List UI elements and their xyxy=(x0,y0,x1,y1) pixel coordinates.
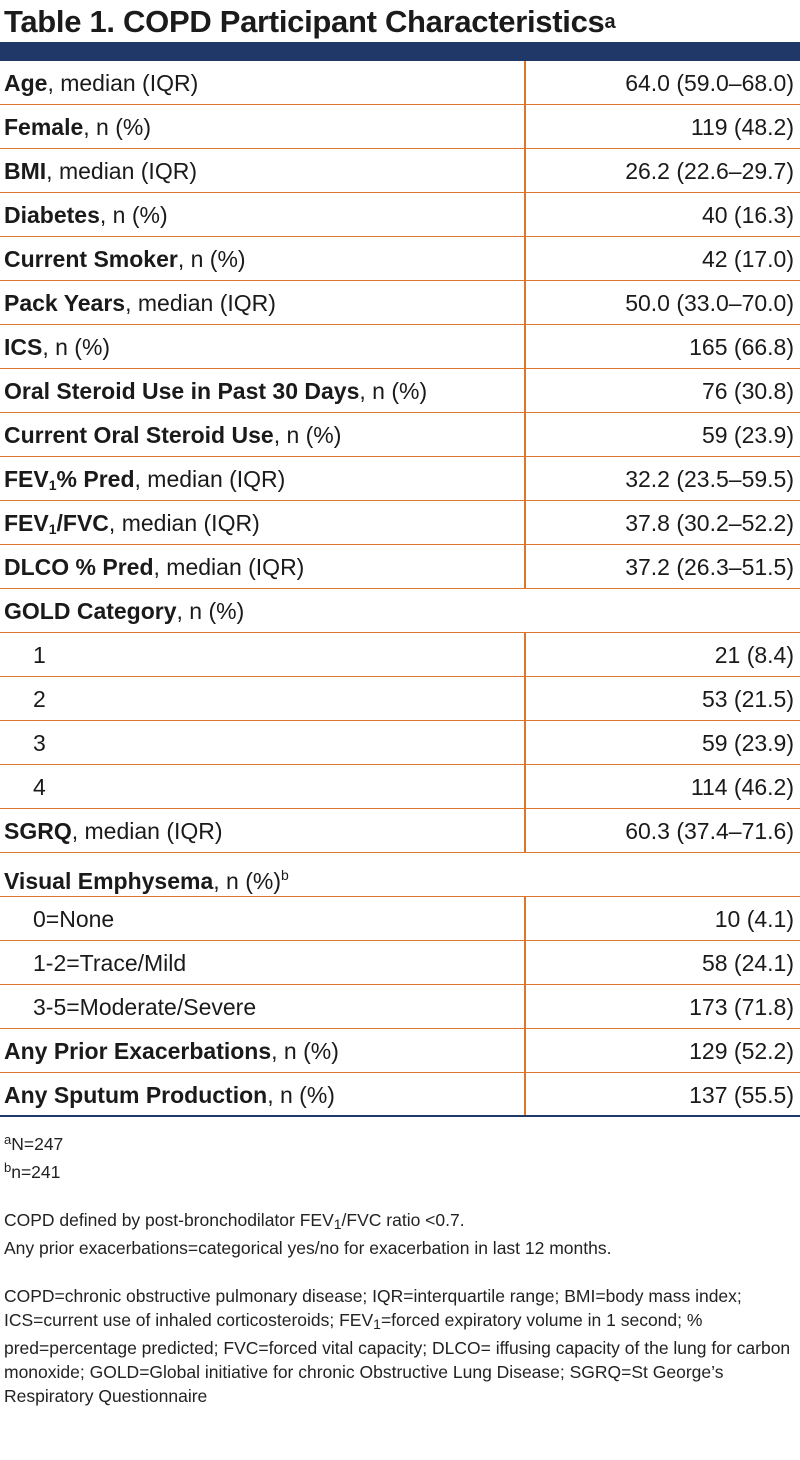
table-row: BMI, median (IQR) 26.2 (22.6–29.7) xyxy=(0,149,800,193)
row-value: 64.0 (59.0–68.0) xyxy=(625,70,794,96)
table-notes: aN=247 bn=241 COPD defined by post-bronc… xyxy=(4,1128,794,1408)
row-label: DLCO % Pred, median (IQR) xyxy=(4,554,305,580)
row-label: Age, median (IQR) xyxy=(4,70,199,96)
table-row: Oral Steroid Use in Past 30 Days, n (%) … xyxy=(0,369,800,413)
row-label: Current Smoker, n (%) xyxy=(4,246,246,272)
table-row: Current Oral Steroid Use, n (%) 59 (23.9… xyxy=(0,413,800,457)
row-value: 59 (23.9) xyxy=(701,422,794,448)
table-row: Any Prior Exacerbations, n (%) 129 (52.2… xyxy=(0,1029,800,1073)
row-label: Current Oral Steroid Use, n (%) xyxy=(4,422,342,448)
row-label: Visual Emphysema, n (%)b xyxy=(4,867,289,894)
table-row: ICS, n (%) 165 (66.8) xyxy=(0,325,800,369)
row-value: 26.2 (22.6–29.7) xyxy=(625,158,794,184)
characteristics-table: Age, median (IQR) 64.0 (59.0–68.0) Femal… xyxy=(0,61,800,1117)
table-row: SGRQ, median (IQR) 60.3 (37.4–71.6) xyxy=(0,809,800,853)
row-label: 1 xyxy=(33,642,46,668)
row-value: 59 (23.9) xyxy=(701,730,794,756)
table-title-footnote-mark: a xyxy=(604,11,616,33)
row-label: Any Prior Exacerbations, n (%) xyxy=(4,1038,339,1064)
table-title: Table 1. COPD Participant Characteristic… xyxy=(4,2,616,42)
table-row: 2 53 (21.5) xyxy=(0,677,800,721)
table-row: Diabetes, n (%) 40 (16.3) xyxy=(0,193,800,237)
row-label: FEV1/FVC, median (IQR) xyxy=(4,510,260,537)
table-row: 1 21 (8.4) xyxy=(0,633,800,677)
table-row: 0=None 10 (4.1) xyxy=(0,897,800,941)
row-value: 40 (16.3) xyxy=(701,202,794,228)
row-value: 173 (71.8) xyxy=(689,994,794,1020)
row-value: 32.2 (23.5–59.5) xyxy=(625,466,794,492)
row-label: 3 xyxy=(33,730,46,756)
row-label: Pack Years, median (IQR) xyxy=(4,290,276,316)
abbreviations-note: COPD=chronic obstructive pulmonary disea… xyxy=(4,1286,791,1406)
row-value: 37.2 (26.3–51.5) xyxy=(625,554,794,580)
footnote-a: aN=247 xyxy=(4,1132,64,1154)
row-label: Any Sputum Production, n (%) xyxy=(4,1082,335,1108)
table-title-text: Table 1. COPD Participant Characteristic… xyxy=(4,4,605,39)
row-label: BMI, median (IQR) xyxy=(4,158,197,184)
table-row: FEV1/FVC, median (IQR) 37.8 (30.2–52.2) xyxy=(0,501,800,545)
table-row: DLCO % Pred, median (IQR) 37.2 (26.3–51.… xyxy=(0,545,800,589)
row-label: 0=None xyxy=(33,906,115,932)
row-value: 50.0 (33.0–70.0) xyxy=(625,290,794,316)
copd-definition-note: COPD defined by post-bronchodilator FEV1… xyxy=(4,1210,465,1232)
row-label: Diabetes, n (%) xyxy=(4,202,168,228)
row-label: 2 xyxy=(33,686,46,712)
row-label: 1-2=Trace/Mild xyxy=(33,950,187,976)
row-label: Oral Steroid Use in Past 30 Days, n (%) xyxy=(4,378,428,404)
table-row: Age, median (IQR) 64.0 (59.0–68.0) xyxy=(0,61,800,105)
exacerbation-definition-note: Any prior exacerbations=categorical yes/… xyxy=(4,1238,612,1258)
table-row: 3 59 (23.9) xyxy=(0,721,800,765)
row-value: 60.3 (37.4–71.6) xyxy=(625,818,794,844)
row-label: ICS, n (%) xyxy=(4,334,111,360)
footnote-b: bn=241 xyxy=(4,1160,61,1182)
row-label: FEV1% Pred, median (IQR) xyxy=(4,466,286,493)
row-value: 42 (17.0) xyxy=(701,246,794,272)
row-label: 3-5=Moderate/Severe xyxy=(33,994,257,1020)
table-row: 1-2=Trace/Mild 58 (24.1) xyxy=(0,941,800,985)
table-row: FEV1% Pred, median (IQR) 32.2 (23.5–59.5… xyxy=(0,457,800,501)
row-value: 21 (8.4) xyxy=(714,642,794,668)
table-row: Current Smoker, n (%) 42 (17.0) xyxy=(0,237,800,281)
row-label: SGRQ, median (IQR) xyxy=(4,818,223,844)
row-value: 37.8 (30.2–52.2) xyxy=(625,510,794,536)
row-value: 165 (66.8) xyxy=(689,334,794,360)
row-value: 119 (48.2) xyxy=(690,114,794,140)
row-value: 114 (46.2) xyxy=(690,774,794,800)
row-value: 76 (30.8) xyxy=(701,378,794,404)
table-row: 3-5=Moderate/Severe 173 (71.8) xyxy=(0,985,800,1029)
table-section-header: GOLD Category, n (%) xyxy=(0,589,800,633)
row-value: 10 (4.1) xyxy=(714,906,794,932)
row-label: Female, n (%) xyxy=(4,114,151,140)
table-section-header: Visual Emphysema, n (%)b xyxy=(0,853,800,897)
row-value: 129 (52.2) xyxy=(689,1038,794,1064)
row-label: GOLD Category, n (%) xyxy=(4,598,245,624)
table-row: Any Sputum Production, n (%) 137 (55.5) xyxy=(0,1073,800,1117)
table-row: Female, n (%) 119 (48.2) xyxy=(0,105,800,149)
row-value: 53 (21.5) xyxy=(701,686,794,712)
table-row: Pack Years, median (IQR) 50.0 (33.0–70.0… xyxy=(0,281,800,325)
row-value: 137 (55.5) xyxy=(689,1082,794,1108)
row-label: 4 xyxy=(33,774,46,800)
header-rule xyxy=(0,42,800,61)
table-row: 4 114 (46.2) xyxy=(0,765,800,809)
row-value: 58 (24.1) xyxy=(701,950,794,976)
